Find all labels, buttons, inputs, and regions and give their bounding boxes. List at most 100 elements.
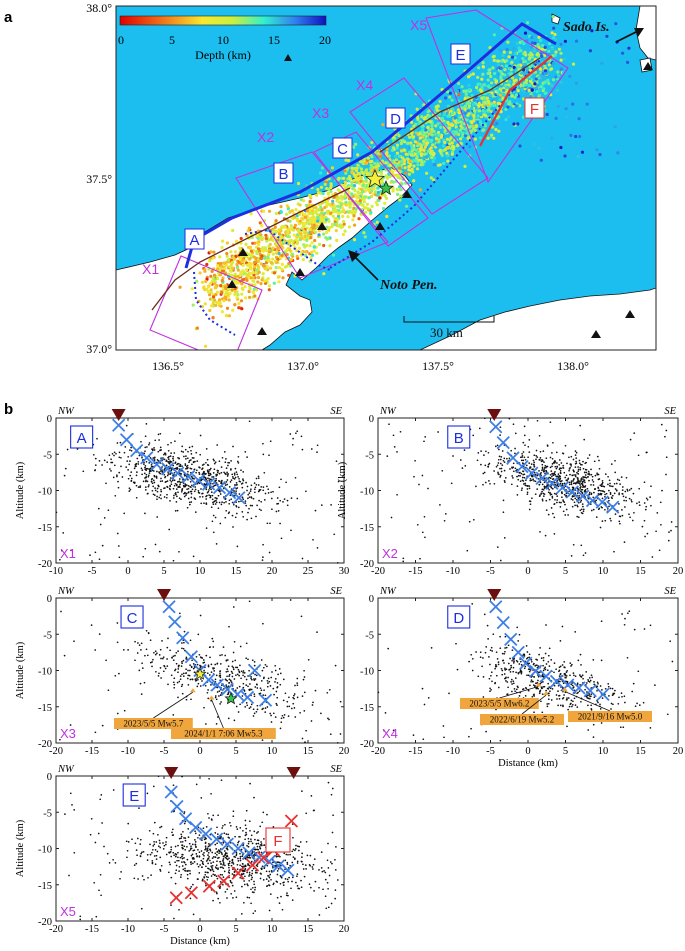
hypocenter-dot [279, 205, 283, 209]
hypocenter-dot [264, 236, 268, 241]
hypocenter-dot [329, 189, 333, 194]
hypocenter-point [202, 659, 205, 661]
hypocenter-dot [430, 138, 434, 142]
hypocenter-point [98, 460, 101, 462]
hypocenter-point [226, 483, 229, 486]
hypocenter-point [618, 520, 621, 523]
hypocenter-dot [554, 50, 558, 54]
hypocenter-dot [267, 288, 271, 292]
hypocenter-dot [271, 257, 275, 261]
hypocenter-point [185, 492, 188, 495]
hypocenter-point [188, 446, 191, 449]
hypocenter-point [226, 479, 229, 481]
hypocenter-point [229, 481, 232, 483]
hypocenter-dot [241, 258, 245, 262]
hypocenter-dot [274, 211, 278, 216]
hypocenter-dot [235, 290, 239, 294]
hypocenter-dot [340, 197, 344, 201]
hypocenter-dot [369, 172, 373, 176]
hypocenter-dot [411, 170, 415, 174]
hypocenter-dot [285, 248, 289, 253]
hypocenter-point [204, 684, 207, 687]
hypocenter-point [260, 486, 263, 488]
hypocenter-point [543, 461, 545, 463]
hypocenter-dot [347, 158, 351, 163]
hypocenter-point [175, 662, 178, 665]
hypocenter-point [528, 439, 531, 441]
hypocenter-point [152, 457, 155, 459]
hypocenter-dot [478, 120, 482, 124]
hypocenter-point [402, 557, 405, 560]
y-axis-label: Altitude (km) [15, 461, 26, 519]
hypocenter-point [416, 523, 419, 526]
hypocenter-point [289, 419, 292, 421]
hypocenter-point [177, 696, 179, 699]
hypocenter-point [201, 492, 203, 495]
hypocenter-dot [541, 72, 545, 76]
hypocenter-dot [306, 235, 310, 239]
hypocenter-point [232, 651, 235, 654]
hypocenter-point [259, 687, 262, 690]
hypocenter-point [622, 495, 625, 498]
hypocenter-point [196, 685, 199, 688]
hypocenter-dot [530, 88, 534, 92]
hypocenter-dot [418, 188, 422, 192]
hypocenter-point [219, 703, 221, 705]
hypocenter-point [252, 497, 255, 500]
hypocenter-point [529, 466, 531, 468]
hypocenter-point [624, 506, 626, 508]
hypocenter-point [181, 683, 184, 686]
hypocenter-point [626, 488, 629, 491]
hypocenter-dot [329, 211, 333, 215]
hypocenter-point [166, 658, 168, 660]
x-tick-label: 5 [563, 566, 568, 577]
hypocenter-point [98, 558, 101, 561]
hypocenter-point [631, 519, 634, 522]
hypocenter-point [162, 670, 165, 673]
hypocenter-dot [326, 192, 330, 196]
hypocenter-point [621, 514, 624, 517]
hypocenter-point [475, 485, 477, 488]
hypocenter-point [209, 646, 211, 648]
hypocenter-dot [486, 136, 490, 140]
hypocenter-point [237, 711, 240, 713]
hypocenter-point [521, 479, 524, 482]
hypocenter-point [551, 463, 554, 465]
hypocenter-dot [476, 88, 480, 93]
hypocenter-dot [563, 154, 567, 158]
hypocenter-point [214, 663, 217, 666]
hypocenter-dot [287, 262, 291, 266]
hypocenter-point [421, 474, 424, 477]
hypocenter-point [482, 483, 484, 486]
hypocenter-point [521, 487, 523, 490]
hypocenter-dot [585, 102, 589, 106]
hypocenter-dot [492, 33, 496, 37]
hypocenter-point [637, 454, 640, 457]
hypocenter-point [665, 429, 668, 432]
hypocenter-dot [307, 222, 311, 226]
hypocenter-dot [383, 201, 387, 205]
hypocenter-dot [319, 185, 324, 189]
hypocenter-point [242, 498, 245, 501]
hypocenter-point [181, 465, 183, 467]
hypocenter-point [292, 702, 295, 705]
hypocenter-point [169, 461, 172, 464]
hypocenter-point [276, 682, 279, 684]
hypocenter-dot [467, 75, 471, 79]
hypocenter-point [216, 474, 219, 476]
hypocenter-point [205, 498, 208, 500]
hypocenter-dot [240, 292, 244, 296]
hypocenter-dot [421, 162, 425, 167]
hypocenter-dot [559, 67, 563, 71]
hypocenter-point [207, 472, 210, 475]
hypocenter-dot [220, 278, 224, 283]
hypocenter-point [243, 672, 246, 674]
hypocenter-dot [297, 246, 302, 250]
hypocenter-dot [471, 103, 475, 107]
hypocenter-point [597, 473, 600, 476]
x-tick-label: 30 [339, 566, 350, 577]
hypocenter-point [234, 516, 237, 519]
hypocenter-point [262, 486, 265, 488]
hypocenter-point [184, 448, 187, 451]
hypocenter-point [196, 460, 199, 462]
